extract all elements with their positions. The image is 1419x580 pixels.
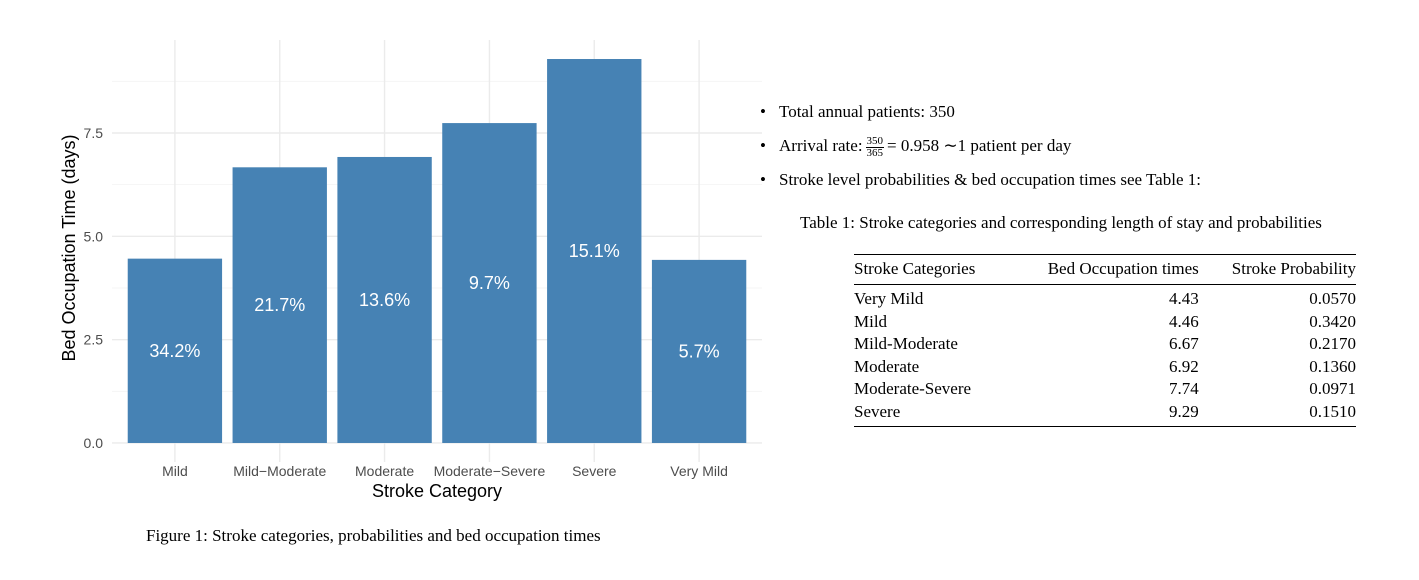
- x-tick-label: Moderate−Severe: [434, 463, 546, 479]
- stroke-table: Stroke Categories Bed Occupation times S…: [854, 254, 1356, 427]
- bullet-arrival-rate: • Arrival rate: 350 365 = 0.958 ∼1 patient p…: [760, 134, 1072, 159]
- bar-label: 21.7%: [254, 295, 305, 315]
- table-cell: 0.0971: [1309, 379, 1356, 399]
- bar-labels: 34.2% 21.7% 13.6% 9.7% 15.1% 5.7%: [149, 241, 719, 361]
- table-cell: 4.43: [1169, 289, 1199, 308]
- table-caption: Table 1: Stroke categories and correspon…: [800, 213, 1322, 232]
- x-tick-label: Severe: [572, 463, 617, 479]
- table-cell: 0.1360: [1309, 356, 1356, 376]
- y-tick-label: 2.5: [84, 332, 104, 348]
- bullet-list: • Total annual patients: 350 • Arrival rat…: [760, 100, 1201, 202]
- bar: [547, 59, 642, 443]
- table-cell: 9.29: [1007, 400, 1199, 427]
- bar: [337, 156, 432, 443]
- table-row: Severe 9.29 0.1510: [854, 400, 1356, 427]
- y-tick-label: 5.0: [84, 228, 104, 244]
- table-cell: 6.92: [1169, 356, 1199, 376]
- x-tick-label: Moderate: [355, 463, 414, 479]
- table-cell: Severe: [854, 400, 1008, 427]
- bar: [442, 123, 537, 443]
- table-cell: Very Mild: [854, 289, 924, 308]
- y-axis-title: Bed Occupation Time (days): [59, 134, 79, 361]
- table-cell: 0.3420: [1309, 311, 1356, 331]
- table-cell: Moderate: [854, 356, 920, 376]
- table-header-row: Stroke Categories Bed Occupation times S…: [854, 254, 1356, 285]
- table-cell: Mild: [854, 311, 888, 331]
- bullet-probabilities: • Stroke level probabilities & bed occupa…: [760, 170, 1201, 189]
- bars: [127, 59, 747, 443]
- table-cell: 6.67: [1169, 334, 1199, 354]
- bullet-text: Stroke level probabilities & bed occupat…: [779, 170, 1201, 189]
- y-tick-label: 0.0: [84, 435, 104, 451]
- bar-label: 13.6%: [359, 290, 410, 310]
- bullet-prefix: Arrival rate:: [779, 136, 863, 155]
- table-cell: 0.1510: [1198, 400, 1356, 427]
- bullet-text: Total annual patients: 350: [779, 102, 955, 121]
- bar: [651, 259, 747, 443]
- table-cell: Mild-Moderate: [854, 334, 958, 354]
- column-header: Stroke Categories: [854, 254, 1008, 285]
- bar-label: 5.7%: [679, 341, 720, 361]
- table-row: Moderate 6.92 0.1360: [854, 356, 1356, 379]
- tick-labels: Mild Mild−Moderate Moderate Moderate−Severe…: [84, 125, 728, 479]
- table-row: Mild 4.46 0.3420: [854, 311, 1356, 334]
- bar: [127, 258, 223, 443]
- fraction-denominator: 365: [866, 146, 884, 159]
- x-tick-label: Mild: [162, 463, 188, 479]
- bar-label: 34.2%: [149, 341, 200, 361]
- column-header: Bed Occupation times: [1007, 254, 1199, 285]
- table-cell: 4.46: [1169, 311, 1199, 331]
- fraction: 350 365: [865, 134, 885, 159]
- column-header: Stroke Probability: [1198, 254, 1356, 285]
- x-tick-label: Very Mild: [670, 463, 728, 479]
- bar-chart: 34.2% 21.7% 13.6% 9.7% 15.1% 5.7% Mild Mild−Mo…: [59, 40, 762, 501]
- bullet-total-patients: • Total annual patients: 350: [760, 102, 955, 121]
- bar: [232, 167, 327, 443]
- bullet-suffix: = 0.958 ∼1 patient per day: [887, 136, 1072, 155]
- x-tick-label: Mild−Moderate: [233, 463, 326, 479]
- y-tick-label: 7.5: [84, 125, 104, 141]
- bar-label: 15.1%: [569, 241, 620, 261]
- table-cell: 0.0570: [1309, 289, 1356, 308]
- x-axis-title: Stroke Category: [372, 481, 502, 501]
- figure-caption: Figure 1: Stroke categories, probabiliti…: [146, 526, 601, 545]
- table-row: Very Mild 4.43 0.0570: [854, 285, 1356, 311]
- table-row: Mild-Moderate 6.67 0.2170: [854, 333, 1356, 356]
- fraction-numerator: 350: [865, 134, 885, 148]
- table-cell: 7.74: [1169, 379, 1199, 399]
- table-cell: Moderate-Severe: [854, 379, 972, 399]
- bar-label: 9.7%: [469, 273, 510, 293]
- table-cell: 0.2170: [1309, 334, 1356, 354]
- table-row: Moderate-Severe 7.74 0.0971: [854, 378, 1356, 401]
